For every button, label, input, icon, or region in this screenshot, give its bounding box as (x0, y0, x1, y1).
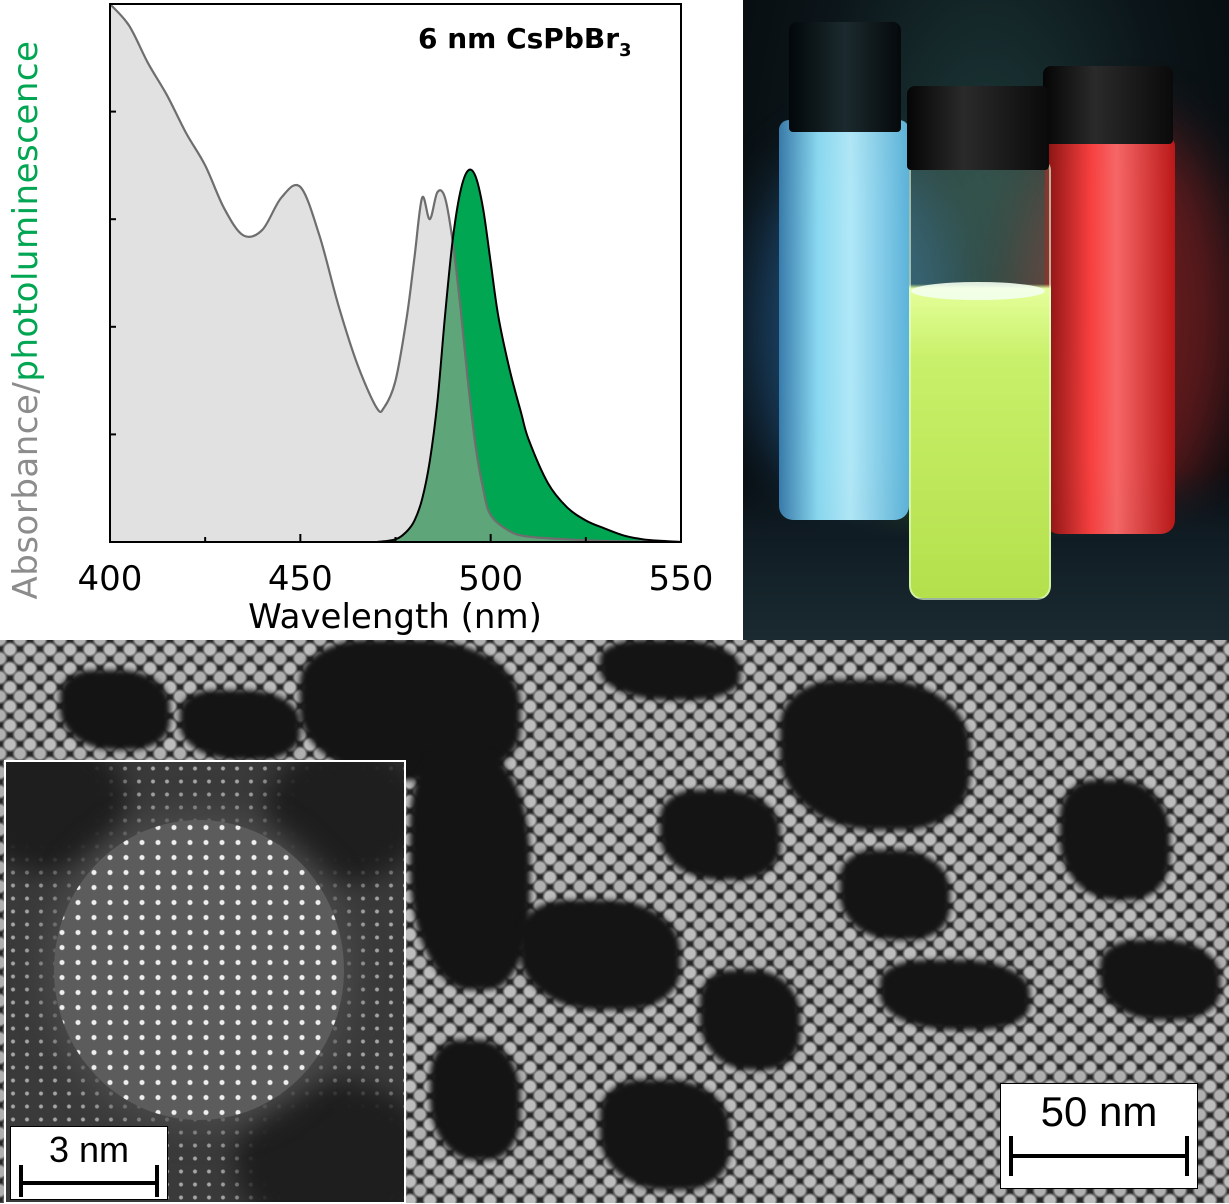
x-tick-label: 400 (78, 559, 143, 599)
scalebar-50nm-label: 50 nm (1040, 1088, 1158, 1135)
spectrum-chart-panel: 400 450 500 550 6 nm CsPbBr3 Wavelength (nm… (0, 0, 743, 640)
chart-title-subscript: 3 (619, 40, 632, 61)
scalebar-50nm: 50 nm (1000, 1083, 1198, 1189)
x-tick-label: 550 (649, 559, 714, 599)
y-axis-label-absorbance: Absorbance (6, 393, 46, 600)
scalebar-3nm: 3 nm (10, 1126, 168, 1200)
y-axis-label-photoluminescence: photoluminescence (6, 40, 46, 382)
photoluminescence-line (376, 168, 681, 542)
spectrum-chart: 400 450 500 550 6 nm CsPbBr3 Wavelength (nm… (78, 3, 714, 637)
x-axis-label: Wavelength (nm) (248, 597, 542, 637)
red-vial (1045, 136, 1175, 534)
y-axis-label: Absorbance/photoluminescence (6, 41, 46, 600)
y-axis-label-separator: / (6, 381, 46, 394)
tem-inset: 3 nm (4, 760, 406, 1204)
x-tick-label: 450 (268, 559, 333, 599)
absorbance-line (110, 4, 681, 542)
absorbance-area (110, 4, 681, 542)
x-tick-label: 500 (458, 559, 523, 599)
chart-title: 6 nm CsPbBr3 (418, 22, 632, 61)
scalebar-3nm-label: 3 nm (48, 1129, 130, 1170)
blue-vial (779, 120, 909, 520)
vials-photo (743, 0, 1229, 640)
nanocrystal (54, 820, 344, 1120)
green-vial (909, 160, 1051, 600)
overlap-area (376, 169, 681, 542)
